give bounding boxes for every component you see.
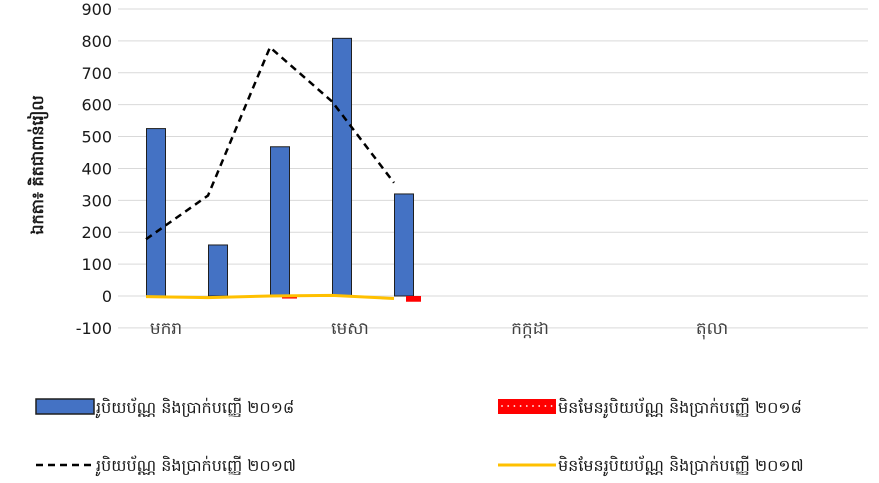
- y-axis-ticks: -100 0 100 200 300 400 500 600 700 800 900: [76, 0, 112, 338]
- legend-swatch-dot: [550, 405, 553, 407]
- legend-swatch: [35, 398, 95, 415]
- y-tick-label: 800: [81, 32, 112, 51]
- y-tick-label: -100: [76, 319, 112, 338]
- y-tick-label: 700: [81, 64, 112, 83]
- legend-swatch-dot: [519, 405, 522, 407]
- legend-swatch-dot: [507, 405, 510, 407]
- y-tick-label: 900: [81, 0, 112, 19]
- legend: រូបិយប័ណ្ណ និងប្រាក់បញ្ញើ ២០១៨មិនមែនរូបិ…: [35, 397, 804, 477]
- x-category-label: មករា: [150, 319, 182, 339]
- legend-swatch-dot: [532, 405, 534, 407]
- legend-swatch-dot: [538, 405, 541, 407]
- y-tick-label: 100: [81, 255, 112, 274]
- bar-2018-currency: [146, 128, 166, 297]
- x-axis-categories: មករា មេសា កក្កដា តុលា: [150, 319, 728, 340]
- bars-layer: [146, 37, 421, 302]
- y-axis-label: ឯកតា៖ គិតជាពាន់រៀល: [27, 95, 49, 234]
- legend-swatch-dot: [544, 405, 547, 407]
- y-tick-label: 400: [81, 159, 112, 178]
- y-tick-label: 600: [81, 96, 112, 115]
- x-category-label: តុលា: [696, 319, 728, 340]
- bar-2018-currency: [208, 244, 228, 297]
- y-tick-label: 300: [81, 191, 112, 210]
- lines-layer: [145, 45, 395, 301]
- legend-label: មិនមែនរូបិយប័ណ្ណ និងប្រាក់បញ្ញើ ២០១៧: [558, 455, 804, 477]
- x-category-label: កក្កដា: [511, 319, 549, 339]
- bar-2018-noncurrency: [406, 296, 421, 302]
- y-tick-label: 500: [81, 128, 112, 147]
- x-category-label: មេសា: [331, 319, 369, 339]
- legend-label: រូបិយប័ណ្ណ និងប្រាក់បញ្ញើ ២០១៧: [95, 455, 296, 477]
- gridlines: [118, 8, 868, 329]
- bar-2018-currency: [332, 37, 352, 297]
- legend-label: រូបិយប័ណ្ណ និងប្រាក់បញ្ញើ ២០១៨: [95, 397, 294, 419]
- line-2017-noncurrency: [145, 293, 395, 301]
- y-tick-label: 200: [81, 223, 112, 242]
- legend-label: មិនមែនរូបិយប័ណ្ណ និងប្រាក់បញ្ញើ ២០១៨: [558, 397, 802, 419]
- legend-swatch-dot: [513, 405, 516, 407]
- legend-swatch-dot: [501, 405, 503, 407]
- legend-swatch-dot: [525, 405, 528, 407]
- bar-2018-currency: [394, 193, 414, 297]
- bar-2018-currency: [270, 146, 290, 297]
- y-tick-label: 0: [102, 287, 112, 306]
- line-2017-currency: [145, 45, 395, 241]
